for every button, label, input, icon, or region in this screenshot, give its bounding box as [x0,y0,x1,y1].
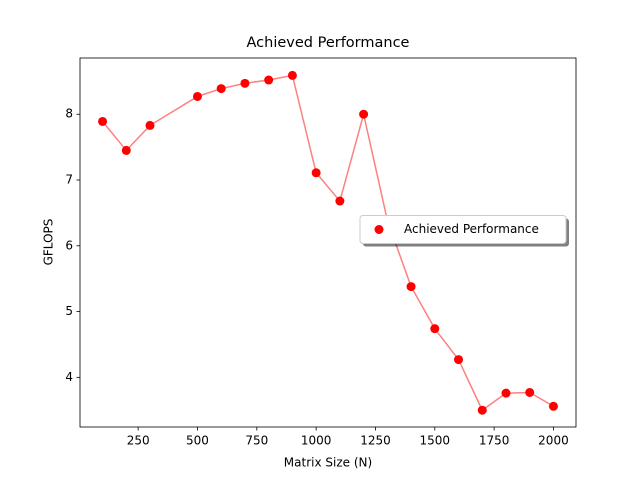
data-point [121,145,131,155]
data-point [548,401,558,411]
y-tick-label: 7 [65,173,73,187]
x-tick-label: 2000 [538,434,569,448]
x-tick-label: 1250 [360,434,391,448]
y-tick-label: 4 [65,370,73,384]
x-tick-label: 1500 [420,434,451,448]
legend-box [359,215,567,244]
data-point [501,388,511,398]
data-point [192,91,202,101]
x-tick-label: 250 [127,434,150,448]
data-point [525,387,535,397]
data-point [98,116,108,126]
data-point [287,70,297,80]
data-point [335,196,345,206]
x-tick-label: 1750 [479,434,510,448]
data-point [216,84,226,94]
x-tick-label: 1000 [301,434,332,448]
data-point [145,120,155,130]
data-point [454,355,464,365]
data-point [264,75,274,85]
data-point [406,282,416,292]
x-axis-label: Matrix Size (N) [284,456,372,470]
x-tick-label: 500 [186,434,209,448]
x-tick-label: 750 [245,434,268,448]
y-axis-label: GFLOPS [42,219,56,266]
legend: Achieved Performance [359,215,569,247]
y-tick-label: 5 [65,304,73,318]
y-tick-label: 8 [65,107,73,121]
data-point [240,78,250,88]
y-tick-label: 6 [65,238,73,252]
data-point [311,168,321,178]
chart-title: Achieved Performance [247,35,410,51]
plot-frame [79,57,577,428]
data-point [430,324,440,334]
data-point [359,109,369,119]
legend-label: Achieved Performance [404,222,539,236]
legend-marker [374,225,384,234]
data-point [477,405,487,415]
